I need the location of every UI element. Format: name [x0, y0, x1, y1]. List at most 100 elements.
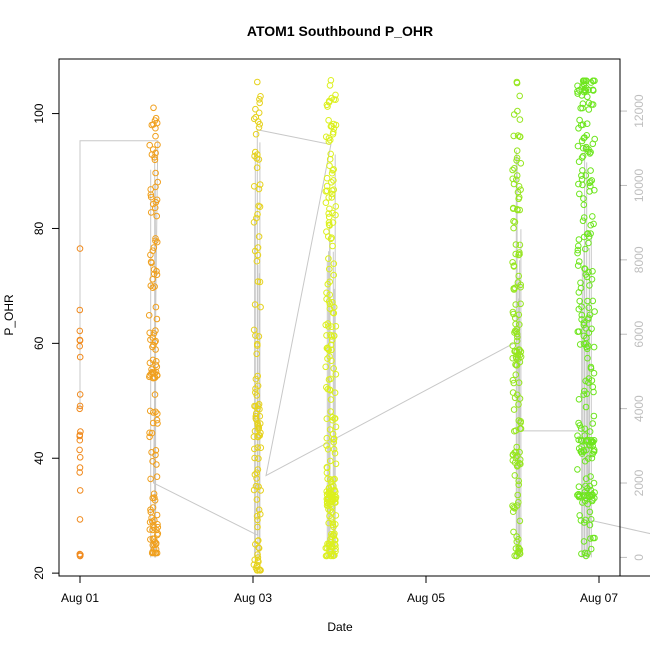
data-point: [326, 136, 334, 144]
data-point: [322, 188, 330, 195]
data-point: [577, 425, 585, 432]
data-point: [516, 321, 523, 328]
data-point: [582, 377, 589, 385]
data-point: [253, 567, 261, 574]
data-point: [325, 194, 333, 201]
y2-tick-label: 10000: [632, 168, 646, 202]
data-point: [251, 445, 258, 453]
data-point: [149, 276, 156, 283]
data-point: [585, 148, 592, 155]
data-point: [587, 535, 594, 542]
data-point: [257, 444, 265, 452]
data-point: [587, 545, 595, 553]
data-point: [149, 458, 156, 465]
data-point: [587, 182, 594, 190]
data-point: [254, 551, 261, 558]
data-point: [257, 567, 264, 574]
data-point: [255, 185, 263, 193]
data-point: [256, 99, 264, 107]
data-point: [147, 258, 155, 266]
data-point: [585, 314, 592, 322]
data-point: [326, 155, 334, 163]
data-point: [590, 388, 597, 396]
data-point: [581, 86, 588, 93]
data-point: [76, 464, 84, 471]
data-point: [325, 298, 333, 305]
data-point: [515, 477, 523, 485]
data-point: [579, 104, 586, 112]
y2-tick-label: 2000: [632, 469, 646, 496]
data-point: [250, 115, 258, 123]
data-point: [149, 504, 157, 511]
data-point: [255, 544, 263, 552]
data-point: [516, 517, 524, 525]
data-point: [582, 77, 590, 85]
data-point: [253, 392, 261, 399]
data-point: [323, 415, 331, 423]
data-point: [76, 454, 84, 461]
data-point: [588, 491, 596, 498]
data-point: [323, 552, 331, 559]
data-point: [323, 491, 331, 498]
data-point: [323, 464, 331, 471]
data-point: [579, 217, 587, 225]
data-point: [590, 369, 598, 377]
data-point: [581, 265, 588, 272]
data-point: [148, 366, 155, 373]
data-point: [583, 390, 591, 398]
data-point: [147, 475, 154, 483]
data-point: [580, 391, 588, 398]
data-point: [330, 476, 337, 483]
data-point: [323, 434, 331, 442]
data-point: [153, 119, 161, 127]
data-point: [323, 442, 330, 449]
data-point: [154, 531, 161, 539]
data-point: [591, 186, 598, 194]
y2-tick-label: 6000: [632, 321, 646, 348]
data-point: [576, 116, 583, 124]
data-point: [250, 219, 258, 226]
data-point: [511, 165, 518, 172]
data-point: [574, 262, 582, 269]
secondary-path: [79, 129, 650, 536]
data-point: [580, 492, 588, 500]
data-point: [256, 96, 263, 103]
data-point: [587, 365, 595, 372]
data-point: [151, 156, 159, 164]
data-point: [76, 391, 84, 398]
data-point: [254, 466, 262, 473]
data-point: [154, 410, 161, 418]
data-point: [515, 499, 522, 506]
data-point: [575, 305, 583, 313]
data-point: [257, 93, 264, 100]
data-point: [326, 205, 333, 213]
data-point: [325, 221, 333, 229]
data-point: [146, 526, 154, 533]
data-point: [575, 125, 582, 132]
data-point: [328, 234, 335, 241]
data-point: [510, 528, 517, 536]
data-point: [326, 291, 334, 299]
data-point: [583, 334, 590, 342]
data-point: [76, 516, 84, 523]
data-point: [327, 457, 334, 465]
data-point: [327, 408, 335, 415]
data-point: [251, 454, 258, 462]
data-point: [510, 132, 518, 140]
data-point: [588, 276, 596, 283]
data-point: [575, 436, 583, 444]
data-point: [581, 457, 589, 465]
data-point: [585, 239, 592, 247]
data-point: [516, 346, 523, 354]
data-point: [253, 512, 261, 520]
data-point: [514, 107, 521, 115]
data-point: [251, 402, 258, 410]
data-point: [326, 426, 334, 433]
data-point: [332, 460, 340, 468]
data-point: [510, 224, 517, 232]
data-point: [510, 204, 517, 212]
data-point: [253, 257, 261, 265]
data-point: [584, 93, 591, 101]
data-point: [76, 306, 84, 314]
data-point: [516, 133, 524, 141]
